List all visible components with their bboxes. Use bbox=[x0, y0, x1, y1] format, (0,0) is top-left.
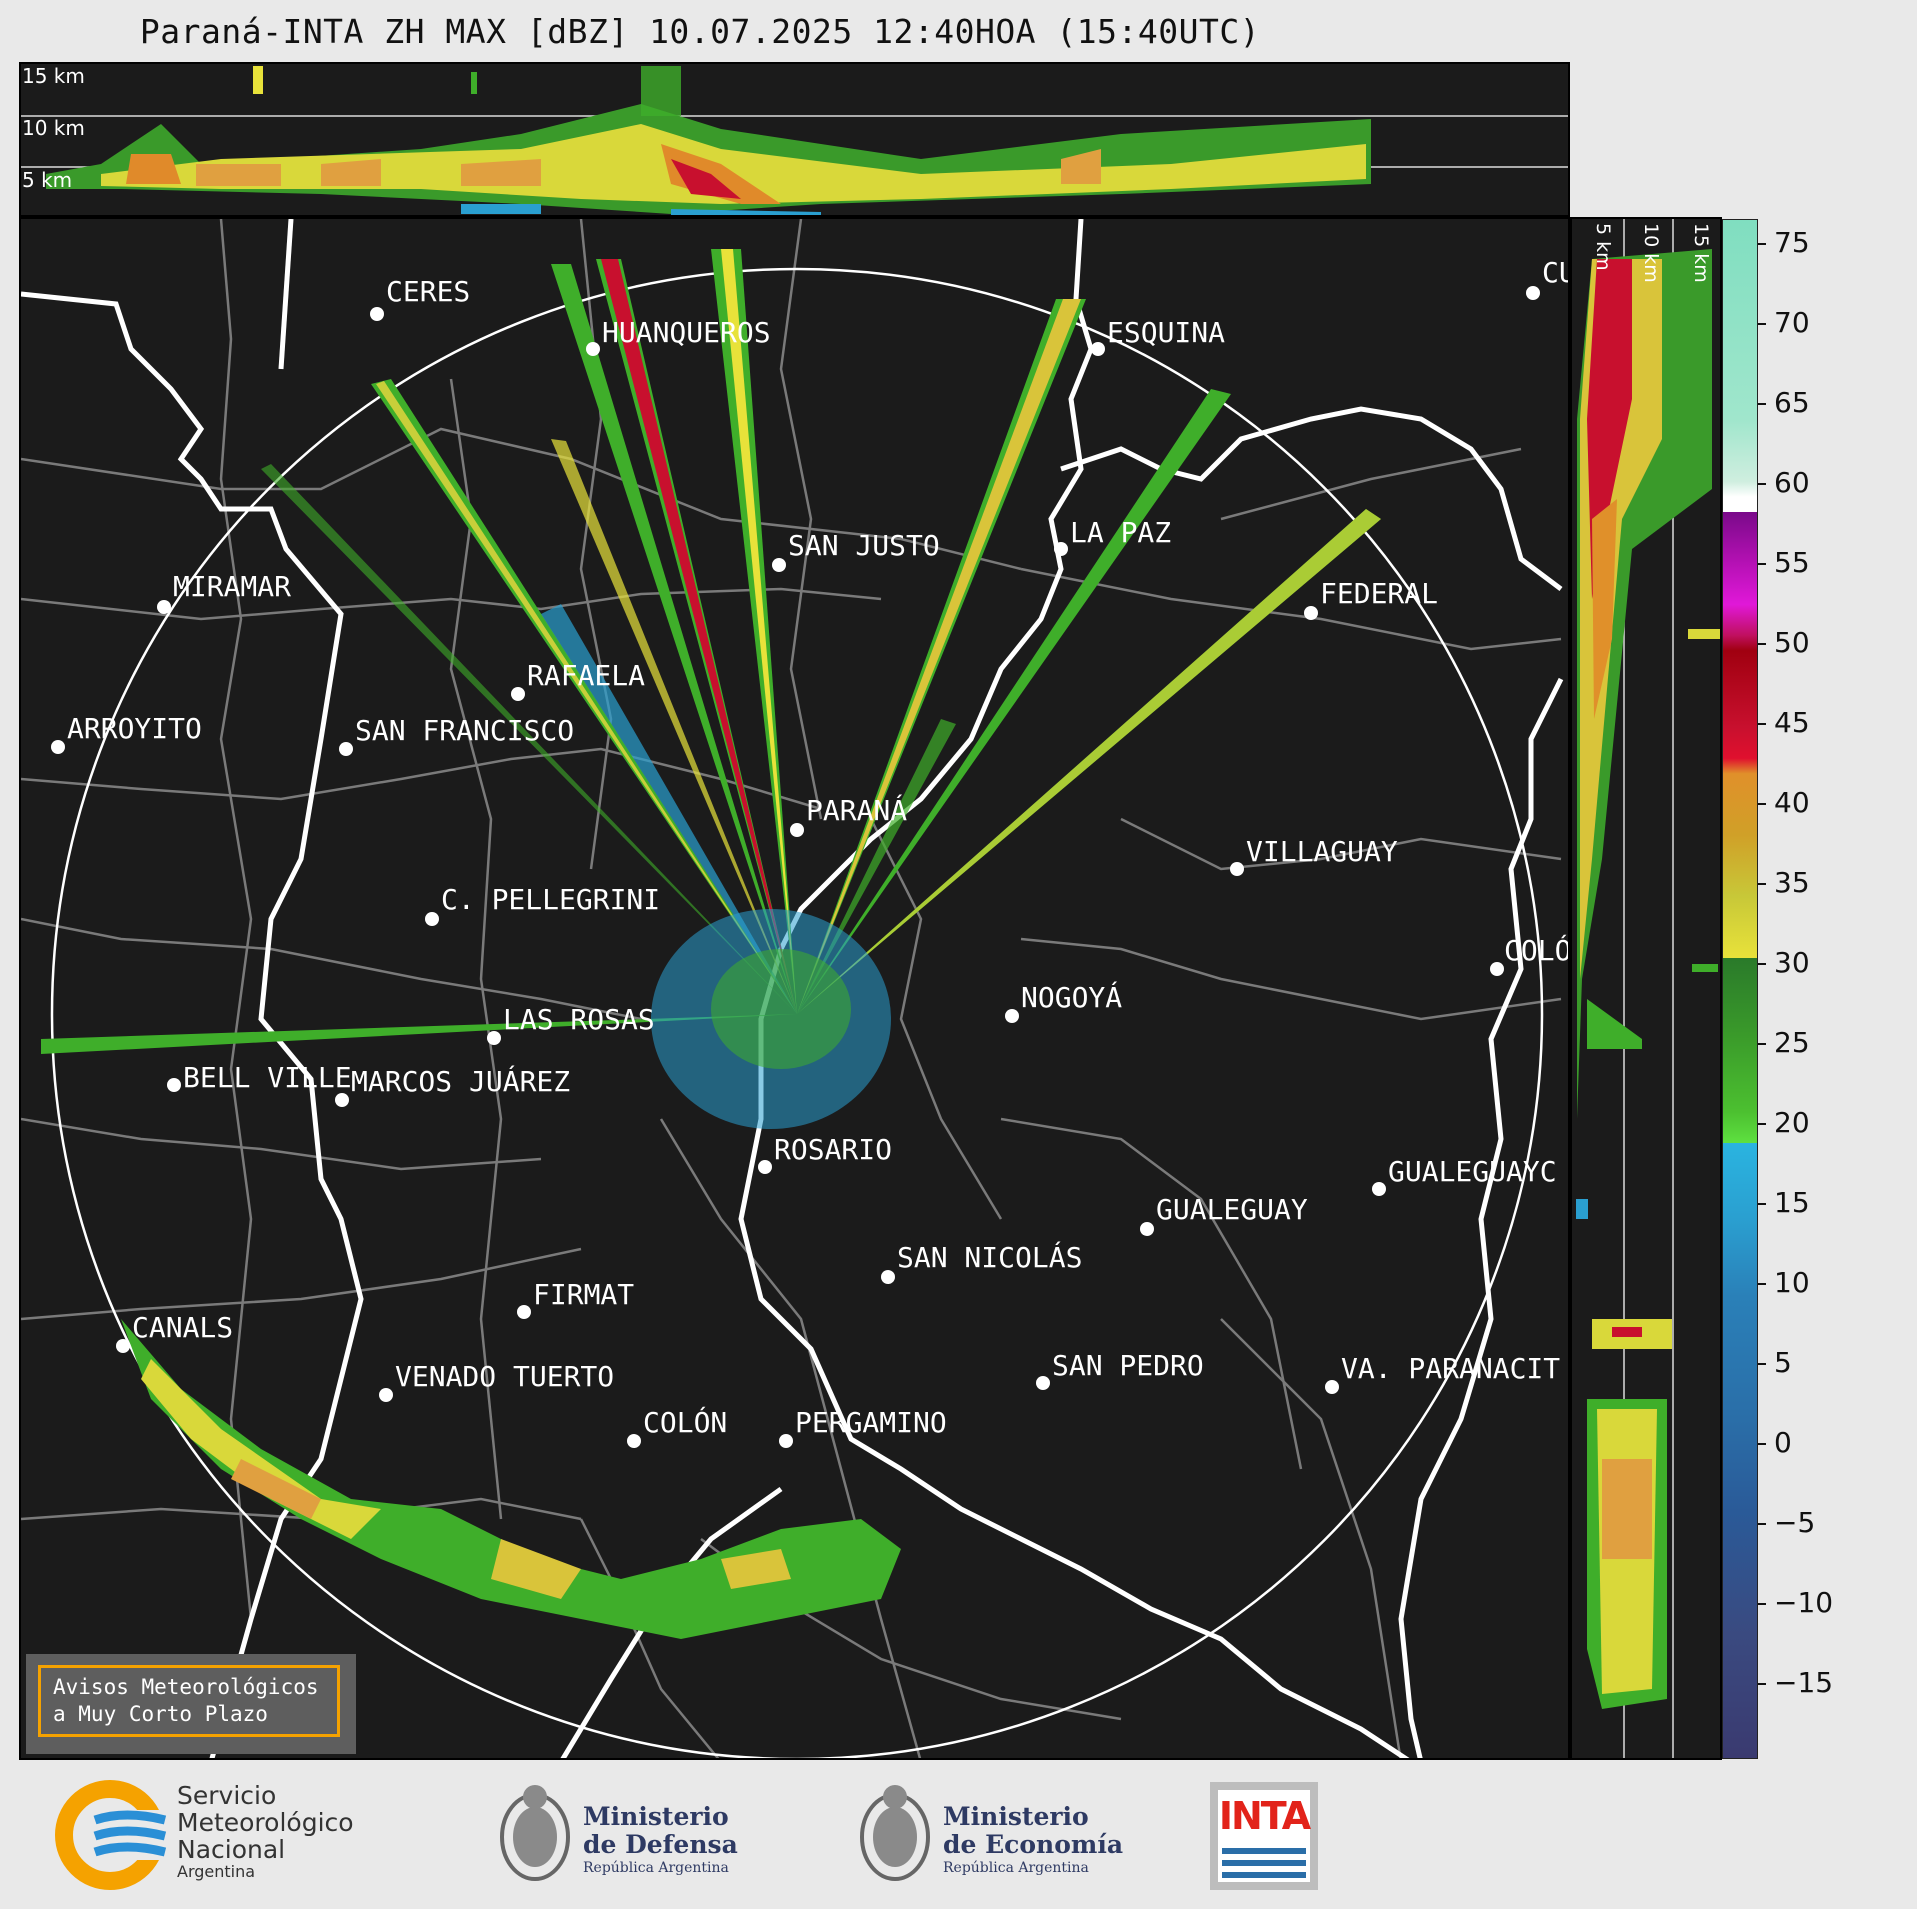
city-label-venado-tuerto: VENADO TUERTO bbox=[395, 1360, 614, 1393]
city-label-colo: COLÓ bbox=[1504, 933, 1570, 967]
city-label-san-pedro: SAN PEDRO bbox=[1052, 1349, 1204, 1382]
city-label-c-pellegrini: C. PELLEGRINI bbox=[441, 883, 660, 916]
city-label-la-paz: LA PAZ bbox=[1070, 516, 1171, 549]
cbar-tick-30: 30 bbox=[1758, 946, 1810, 979]
cbar-tick-10: 10 bbox=[1758, 1266, 1810, 1299]
height-label-10km: 10 km bbox=[22, 116, 85, 140]
city-label-firmat: FIRMAT bbox=[533, 1278, 634, 1311]
cbar-tick-55: 55 bbox=[1758, 546, 1810, 579]
city-markers bbox=[51, 286, 1540, 1448]
notice-box: Avisos Meteorológicos a Muy Corto Plazo bbox=[26, 1654, 356, 1754]
southwest-echoes bbox=[121, 1319, 901, 1639]
city-label-va-paranacit: VA. PARANACIT bbox=[1341, 1352, 1560, 1385]
smn-line-2: Meteorológico bbox=[177, 1808, 354, 1837]
city-label-parana: PARANÁ bbox=[806, 793, 907, 827]
cbar-tick-75: 75 bbox=[1758, 226, 1810, 259]
economia-line-3: República Argentina bbox=[943, 1860, 1089, 1876]
city-label-san-nicolas: SAN NICOLÁS bbox=[897, 1240, 1082, 1274]
defensa-line-3: República Argentina bbox=[583, 1860, 729, 1876]
cbar-tick-25: 25 bbox=[1758, 1026, 1810, 1059]
cbar-tick-0: 0 bbox=[1758, 1426, 1792, 1459]
city-label-canals: CANALS bbox=[132, 1311, 233, 1344]
cbar-tick-minus5: −5 bbox=[1757, 1506, 1815, 1539]
side-label-10km: 10 km bbox=[1640, 223, 1662, 283]
radar-map: CERES HUANQUEROS ESQUINA CU MIRAMAR SAN … bbox=[19, 217, 1570, 1760]
coat-of-arms-icon bbox=[860, 1785, 930, 1881]
smn-line-1: Servicio bbox=[177, 1781, 277, 1810]
city-label-huanqueros: HUANQUEROS bbox=[602, 316, 771, 349]
defensa-line-1: Ministerio bbox=[583, 1802, 729, 1831]
economia-logo: Ministerio de Economía República Argenti… bbox=[855, 1775, 1135, 1895]
city-label-pergamino: PERGAMINO bbox=[795, 1406, 947, 1439]
city-label-gualeguay: GUALEGUAY bbox=[1156, 1193, 1308, 1226]
cbar-tick-15: 15 bbox=[1758, 1186, 1810, 1219]
city-label-cu: CU bbox=[1542, 256, 1570, 289]
smn-logo: Servicio Meteorológico Nacional Argentin… bbox=[55, 1780, 395, 1890]
city-label-nogoya: NOGOYÁ bbox=[1021, 980, 1122, 1014]
city-label-rosario: ROSARIO bbox=[774, 1133, 892, 1166]
city-label-rafaela: RAFAELA bbox=[527, 659, 645, 692]
top-height-profile: 15 km 10 km 5 km bbox=[19, 62, 1570, 217]
economia-line-2: de Economía bbox=[943, 1830, 1124, 1859]
city-label-gualeguayc: GUALEGUAYC bbox=[1388, 1155, 1557, 1188]
city-label-ceres: CERES bbox=[386, 275, 470, 308]
city-label-bell-ville: BELL VILLE bbox=[183, 1061, 352, 1094]
side-label-15km: 15 km bbox=[1690, 223, 1712, 283]
city-label-arroyito: ARROYITO bbox=[67, 712, 202, 745]
city-label-colon: COLÓN bbox=[643, 1405, 727, 1439]
city-label-federal: FEDERAL bbox=[1320, 577, 1438, 610]
cbar-tick-5: 5 bbox=[1758, 1346, 1792, 1379]
side-height-profile: 5 km 10 km 15 km bbox=[1570, 217, 1722, 1760]
cbar-tick-50: 50 bbox=[1758, 626, 1810, 659]
cbar-tick-40: 40 bbox=[1758, 786, 1810, 819]
notice-line-2: a Muy Corto Plazo bbox=[53, 1702, 268, 1726]
cbar-tick-20: 20 bbox=[1758, 1106, 1810, 1139]
defensa-logo: Ministerio de Defensa República Argentin… bbox=[495, 1775, 755, 1895]
city-label-villaguay: VILLAGUAY bbox=[1246, 835, 1398, 868]
smn-emblem-icon bbox=[55, 1780, 175, 1890]
radar-range-ring bbox=[50, 267, 1544, 1758]
city-label-esquina: ESQUINA bbox=[1107, 316, 1225, 349]
defensa-line-2: de Defensa bbox=[583, 1830, 738, 1859]
coat-of-arms-icon bbox=[500, 1785, 570, 1881]
side-label-5km: 5 km bbox=[1592, 223, 1614, 271]
smn-line-4: Argentina bbox=[177, 1862, 256, 1881]
cbar-tick-60: 60 bbox=[1758, 466, 1810, 499]
economia-line-1: Ministerio bbox=[943, 1802, 1089, 1831]
city-label-las-rosas: LAS ROSAS bbox=[503, 1003, 655, 1036]
colorbar bbox=[1722, 219, 1758, 1759]
city-label-marcos-juarez: MARCOS JUÁREZ bbox=[351, 1064, 570, 1098]
smn-line-3: Nacional bbox=[177, 1835, 286, 1864]
city-label-san-justo: SAN JUSTO bbox=[788, 529, 940, 562]
height-label-15km: 15 km bbox=[22, 64, 85, 88]
notice-line-1: Avisos Meteorológicos bbox=[53, 1675, 319, 1699]
cbar-tick-35: 35 bbox=[1758, 866, 1810, 899]
height-label-5km: 5 km bbox=[22, 168, 73, 192]
cbar-tick-minus15: −15 bbox=[1757, 1666, 1833, 1699]
cbar-tick-45: 45 bbox=[1758, 706, 1810, 739]
inta-logo: INTA bbox=[1210, 1782, 1318, 1890]
chart-title: Paraná-INTA ZH MAX [dBZ] 10.07.2025 12:4… bbox=[139, 12, 1261, 51]
city-label-miramar: MIRAMAR bbox=[173, 570, 291, 603]
city-label-san-francisco: SAN FRANCISCO bbox=[355, 714, 574, 747]
cbar-tick-70: 70 bbox=[1758, 306, 1810, 339]
cbar-tick-65: 65 bbox=[1758, 386, 1810, 419]
inta-text: INTA bbox=[1218, 1794, 1311, 1838]
cbar-tick-minus10: −10 bbox=[1757, 1586, 1833, 1619]
